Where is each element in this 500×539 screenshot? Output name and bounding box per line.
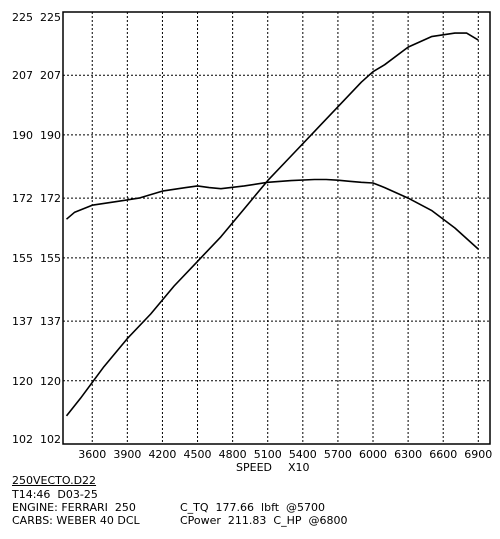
y-tick-label-right: 207 xyxy=(40,69,61,82)
x-tick-label: 5400 xyxy=(289,448,317,461)
y-tick-label-right: 172 xyxy=(40,192,61,205)
y-tick-label-right: 120 xyxy=(40,375,61,388)
x-axis: 3600 3900 4200 4500 4800 5100 5400 5700 6000 6300… xyxy=(78,448,492,461)
y-tick-label-left: 190 xyxy=(12,129,33,142)
series-line-1 xyxy=(65,32,479,417)
y-tick-label-left: 102 xyxy=(12,433,33,446)
curves xyxy=(65,32,479,417)
dyno-chart: 102 120 137 155 172 190 207 225 102 120 137 155 172… xyxy=(12,11,492,474)
timestamp: T14:46 D03-25 xyxy=(12,488,98,501)
x-tick-label: 6000 xyxy=(359,448,387,461)
filename: 250VECTO.D22 xyxy=(12,474,97,487)
x-tick-label: 5100 xyxy=(254,448,282,461)
power-summary: CPower 211.83 C_HP @6800 xyxy=(180,514,348,527)
x-tick-label: 6600 xyxy=(429,448,457,461)
y-tick-label-left: 120 xyxy=(12,375,33,388)
x-axis-unit: X10 xyxy=(288,461,310,474)
y-tick-label-left: 155 xyxy=(12,252,33,265)
y-axis-right: 102 120 137 155 172 190 207 225 xyxy=(40,11,61,446)
carbs-label: CARBS: WEBER 40 DCL xyxy=(12,514,140,527)
x-tick-label: 3900 xyxy=(113,448,141,461)
series-line-2 xyxy=(65,178,479,250)
plot-frame xyxy=(62,11,491,445)
y-tick-label-left: 207 xyxy=(12,69,33,82)
x-tick-label: 4800 xyxy=(219,448,247,461)
x-tick-label: 6900 xyxy=(464,448,492,461)
y-tick-label-left: 172 xyxy=(12,192,33,205)
torque-summary: C_TQ 177.66 lbft @5700 xyxy=(180,501,326,514)
y-tick-label-right: 225 xyxy=(40,11,61,24)
y-tick-label-right: 155 xyxy=(40,252,61,265)
y-tick-label-right: 137 xyxy=(40,315,61,328)
x-tick-label: 3600 xyxy=(78,448,106,461)
engine-label: ENGINE: FERRARI 250 xyxy=(12,501,136,514)
x-tick-label: 6300 xyxy=(394,448,422,461)
x-tick-label: 5700 xyxy=(324,448,352,461)
grid-lines xyxy=(63,12,490,444)
y-tick-label-left: 137 xyxy=(12,315,33,328)
y-tick-label-right: 102 xyxy=(40,433,61,446)
y-tick-label-right: 190 xyxy=(40,129,61,142)
x-tick-label: 4500 xyxy=(184,448,212,461)
y-tick-label-left: 225 xyxy=(12,11,33,24)
y-axis-left: 102 120 137 155 172 190 207 225 xyxy=(12,11,33,446)
x-axis-label: SPEED xyxy=(236,461,272,474)
x-tick-label: 4200 xyxy=(148,448,176,461)
